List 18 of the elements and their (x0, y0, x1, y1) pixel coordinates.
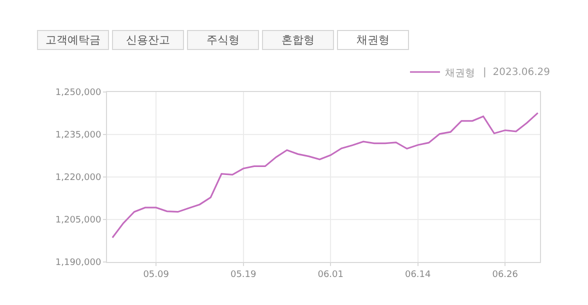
legend-label: 채권형 (445, 68, 475, 79)
y-tick-label: 1,235,000 (55, 130, 102, 141)
x-tick-label: 06.26 (492, 270, 518, 280)
text: 고객예탁금 (46, 34, 100, 46)
y-tick-label: 1,250,000 (55, 88, 102, 98)
y-tick-label: 1,220,000 (55, 173, 102, 184)
x-tick-label: 05.09 (143, 270, 170, 280)
text: | 2023.06.29 (483, 67, 550, 78)
text: 신용잔고 (126, 34, 170, 46)
x-tick-label: 05.19 (230, 270, 256, 280)
x-tick-label: 06.01 (318, 270, 344, 280)
line-series (112, 112, 539, 238)
y-tick-label: 1,190,000 (55, 258, 102, 268)
x-tick-label: 06.14 (404, 270, 431, 280)
text: 혼합형 (282, 34, 314, 46)
text: 주식형 (206, 34, 240, 46)
text: 채권형 (356, 34, 390, 46)
y-tick-label: 1,205,000 (55, 216, 102, 226)
